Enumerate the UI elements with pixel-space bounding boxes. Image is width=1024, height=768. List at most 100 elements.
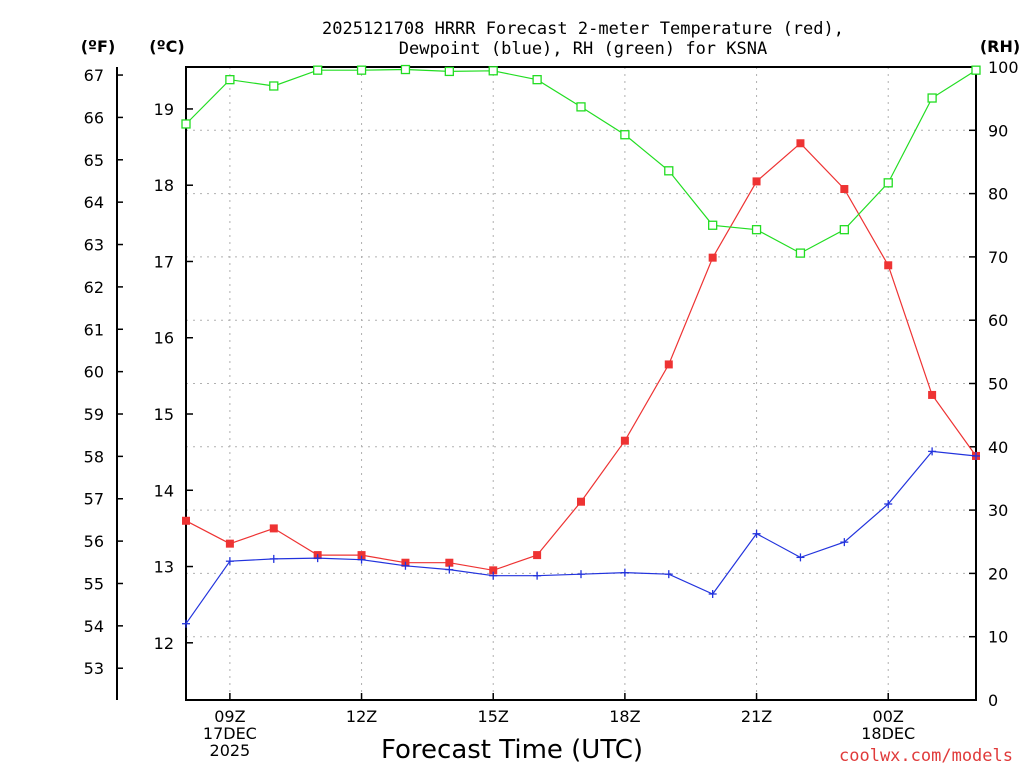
temperature-point — [533, 551, 542, 560]
dewpoint-point — [752, 529, 761, 538]
fahrenheit-tick-label: 62 — [84, 278, 104, 297]
celsius-tick-label: 12 — [154, 634, 174, 653]
temperature-point — [840, 185, 849, 194]
fahrenheit-tick-label: 65 — [84, 151, 104, 170]
rh-point — [971, 65, 981, 75]
x-tick-label: 18Z — [609, 707, 640, 726]
temperature-point — [445, 558, 454, 567]
x-axis-title: Forecast Time (UTC) — [381, 735, 643, 765]
temperature-point — [796, 139, 805, 148]
dewpoint-point — [664, 570, 673, 579]
temperature-point — [928, 390, 937, 399]
rh-point — [356, 65, 367, 75]
celsius-tick-label: 19 — [154, 100, 174, 119]
rh-point — [488, 66, 498, 76]
dewpoint-point — [401, 561, 410, 570]
rh-tick-label: 0 — [988, 691, 998, 710]
x-tick-label: 21Z — [741, 707, 772, 726]
celsius-tick-label: 17 — [154, 252, 174, 271]
celsius-tick-label: 18 — [154, 176, 174, 195]
dewpoint-point — [182, 619, 190, 628]
rh-line — [185, 68, 977, 254]
rh-tick-label: 30 — [988, 501, 1008, 520]
x-tick-label: 00Z — [873, 707, 904, 726]
rh-point — [181, 119, 191, 129]
x-tick-label: 09Z — [214, 707, 245, 726]
dewpoint-point — [620, 568, 629, 577]
temperature-point — [884, 261, 893, 270]
fahrenheit-tick-label: 56 — [84, 532, 104, 551]
rh-point — [708, 220, 718, 230]
x-tick-label: 15Z — [478, 707, 509, 726]
dewpoint-point — [972, 451, 980, 460]
rh-tick-label: 50 — [988, 375, 1008, 394]
celsius-axis-unit: (ºC) — [149, 37, 184, 56]
rh-point — [400, 64, 411, 75]
x-tick-label: 18DEC — [861, 724, 915, 743]
dewpoint-point — [489, 571, 498, 580]
dewpoint-point — [708, 589, 717, 598]
rh-point — [664, 166, 674, 176]
temperature-point — [708, 253, 717, 262]
temperature-line — [185, 142, 977, 571]
rh-point — [751, 225, 762, 235]
dewpoint-point — [357, 555, 366, 564]
rh-point — [883, 178, 893, 188]
chart-title-line-1: 2025121708 HRRR Forecast 2-meter Tempera… — [322, 19, 844, 39]
dewpoint-point — [313, 554, 322, 563]
rh-point — [225, 75, 235, 85]
rh-tick-label: 70 — [988, 248, 1008, 267]
fahrenheit-tick-label: 57 — [84, 490, 104, 509]
rh-axis-unit: (RH) — [980, 37, 1020, 56]
dewpoint-point — [884, 499, 893, 508]
rh-point — [313, 65, 323, 75]
temperature-point — [752, 177, 761, 186]
rh-tick-label: 40 — [988, 438, 1008, 457]
celsius-tick-label: 16 — [154, 329, 174, 348]
fahrenheit-tick-label: 58 — [84, 447, 104, 466]
temperature-point — [664, 360, 673, 369]
x-tick-label: 12Z — [346, 707, 377, 726]
temperature-point — [269, 524, 278, 533]
fahrenheit-tick-label: 63 — [84, 236, 104, 255]
fahrenheit-axis-unit: (ºF) — [81, 37, 116, 56]
fahrenheit-tick-label: 54 — [84, 617, 104, 636]
fahrenheit-tick-label: 60 — [84, 363, 104, 382]
temperature-point — [489, 566, 498, 575]
x-tick-label: 17DEC — [203, 724, 257, 743]
chart-title-line-2: Dewpoint (blue), RH (green) for KSNA — [399, 39, 767, 59]
rh-point — [795, 248, 806, 258]
rh-tick-label: 80 — [988, 185, 1008, 204]
celsius-tick-label: 13 — [154, 558, 174, 577]
dewpoint-point — [796, 553, 805, 562]
x-tick-label: 2025 — [210, 741, 251, 760]
fahrenheit-tick-label: 66 — [84, 108, 104, 127]
rh-tick-label: 60 — [988, 311, 1008, 330]
rh-tick-label: 20 — [988, 564, 1008, 583]
rh-point — [927, 93, 937, 103]
rh-point — [444, 66, 454, 77]
temperature-point — [182, 516, 190, 525]
axes: 53 54 55 56 57 58 59 60 61 62 63 64 65 66 67 12 13 14 15 16… — [84, 58, 1019, 760]
rh-point — [620, 130, 630, 140]
dewpoint-point — [225, 557, 234, 566]
dewpoint-point — [533, 571, 542, 580]
fahrenheit-tick-label: 55 — [84, 574, 104, 593]
temperature-point — [577, 497, 585, 506]
dewpoint-point — [928, 447, 937, 456]
rh-point — [532, 75, 542, 85]
fahrenheit-tick-label: 61 — [84, 320, 104, 339]
credit-text: coolwx.com/models — [839, 746, 1013, 766]
celsius-tick-label: 15 — [154, 405, 174, 424]
celsius-tick-label: 14 — [154, 481, 174, 500]
dewpoint-point — [269, 554, 278, 563]
fahrenheit-tick-label: 59 — [84, 405, 104, 424]
plot-frame — [185, 66, 977, 701]
rh-point — [269, 81, 279, 91]
fahrenheit-tick-label: 53 — [84, 659, 104, 678]
temperature-point — [357, 551, 366, 560]
rh-tick-label: 90 — [988, 121, 1008, 140]
temperature-point — [225, 539, 234, 548]
dewpoint-point — [840, 538, 849, 547]
